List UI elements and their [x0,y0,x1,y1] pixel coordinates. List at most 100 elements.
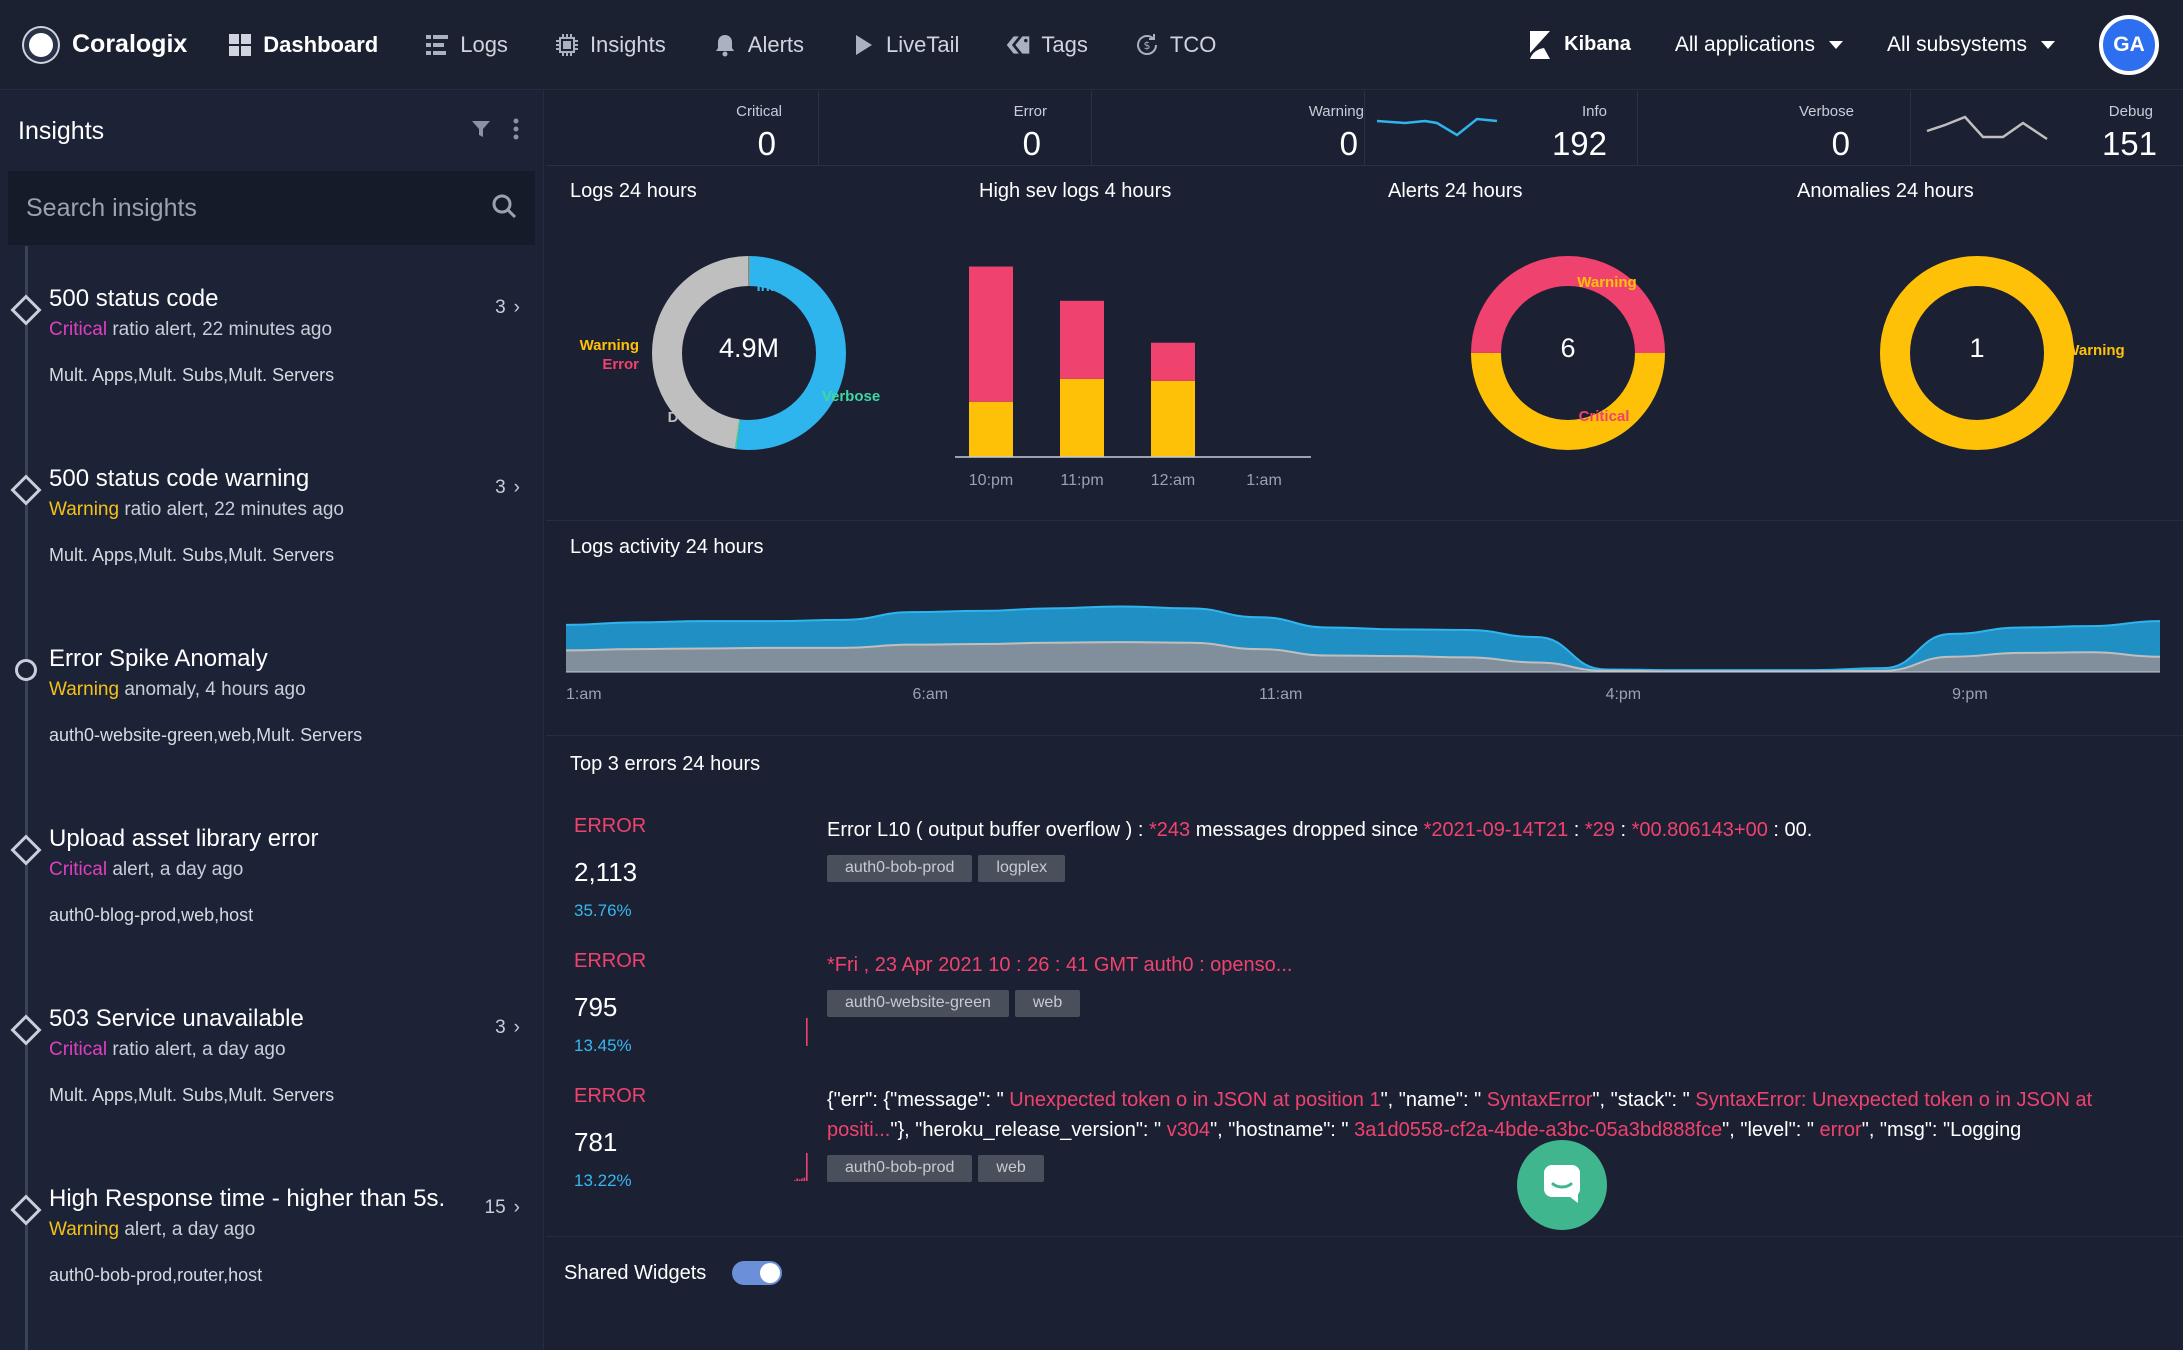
error-entry[interactable]: ERROR 795 13.45% *Fri , 23 Apr 2021 10 :… [546,950,2183,1085]
donut-slice-warning [1880,256,2074,450]
shared-widgets-label: Shared Widgets [564,1262,707,1284]
anomalies-24h-donut-chart[interactable]: 1 Warning [1773,207,2182,507]
applications-dropdown[interactable]: All applications [1675,33,1843,57]
error-message[interactable]: {"err": {"message": " Unexpected token o… [827,1085,2167,1145]
insight-count[interactable]: 3 › [495,297,520,319]
chip-icon [554,32,580,58]
search-icon[interactable] [491,193,517,224]
sparkline-bar [798,1179,801,1181]
alerts-24h-donut-chart[interactable]: 6 Warning Critical [1364,207,1773,507]
x-tick-label: 11:pm [1060,472,1103,489]
nav-alerts[interactable]: Alerts [712,0,804,90]
stat-value: 0 [1022,125,1041,162]
nav-dashboard[interactable]: Dashboard [227,0,378,90]
stat-label: Info [1581,103,1607,120]
error-message[interactable]: Error L10 ( output buffer overflow ) : *… [827,815,2167,845]
tag-chip[interactable]: logplex [978,855,1066,882]
error-label: ERROR [574,1085,647,1107]
kibana-label: Kibana [1564,33,1631,55]
nav-insights[interactable]: Insights [554,0,666,90]
stat-verbose[interactable]: Verbose 0 [1638,91,1911,166]
insight-item[interactable]: Error Spike Anomaly Warning anomaly, 4 h… [0,645,544,815]
severity-label: Warning [49,499,120,520]
stat-warning[interactable]: Warning 0 [1092,91,1365,166]
insight-title: 500 status code [49,285,219,312]
insight-detail: ratio alert, 22 minutes ago [119,499,345,520]
brand[interactable]: Coralogix [24,27,187,62]
error-entry[interactable]: ERROR 781 13.22% {"err": {"message": " U… [546,1085,2183,1220]
insight-title: Error Spike Anomaly [49,645,268,672]
chat-launcher-button[interactable] [1517,1140,1607,1230]
severity-stats-bar: Critical 0 Error 0 Warning 0 Info 192 Ve… [546,91,2183,166]
more-options-icon[interactable] [513,118,519,145]
highlighted-token: *00.806143+00 [1631,819,1768,841]
tag-chip[interactable]: web [978,1155,1044,1182]
chevron-down-icon [2041,40,2055,49]
legend-label-error: Error [602,356,639,373]
error-sparkline [794,1152,808,1181]
stat-label: Verbose [1798,103,1854,120]
insight-count[interactable]: 15 › [485,1197,520,1219]
insight-item[interactable]: High Response time - higher than 5s. War… [0,1185,544,1350]
stat-debug[interactable]: Debug 151 [1911,91,2183,166]
nav-tco[interactable]: $ TCO [1134,0,1216,90]
chevron-right-icon: › [513,1197,520,1218]
play-icon [850,32,876,58]
highlighted-token: *243 [1149,819,1191,841]
error-message[interactable]: *Fri , 23 Apr 2021 10 : 26 : 41 GMT auth… [827,950,2167,980]
top-navbar: Coralogix Dashboard Logs Insights Alerts… [0,0,2183,90]
nav-logs[interactable]: Logs [424,0,508,90]
stat-label: Critical [736,103,782,120]
insights-sidebar: Insights 500 status code Critical ratio … [0,91,544,1350]
sparkline-bar [803,1177,806,1181]
kibana-link[interactable]: Kibana [1528,30,1631,59]
tag-chip[interactable]: auth0-bob-prod [827,1155,973,1182]
insight-count[interactable]: 3 › [495,477,520,499]
insight-item[interactable]: 500 status code Critical ratio alert, 22… [0,285,544,455]
legend-label-verbose: Verbose [822,388,880,405]
error-label: ERROR [574,950,647,972]
filter-icon[interactable] [471,119,491,144]
insight-count[interactable]: 3 › [495,1017,520,1039]
search-input[interactable] [26,193,491,223]
logs-activity-area-chart[interactable]: 1:am 6:am 11:am 4:pm 9:pm [546,572,2183,732]
insight-subtitle: Warning ratio alert, 22 minutes ago [49,499,344,521]
widget-title: Anomalies 24 hours [1797,180,1974,202]
search-box [8,171,535,245]
timeline-line [25,246,28,1350]
tag-chip[interactable]: auth0-bob-prod [827,855,973,882]
stat-info[interactable]: Info 192 [1365,91,1638,166]
tag-chip[interactable]: auth0-website-green [827,990,1009,1017]
nav-label: Insights [589,31,666,57]
avatar[interactable]: GA [2099,14,2159,75]
sparkline-bar [796,1178,798,1181]
logs-24h-donut-chart[interactable]: 4.9M Info Verbose Debug Warning Error [546,207,955,507]
error-tags: auth0-bob-prod logplex [827,855,1066,882]
stat-value: 151 [2101,125,2157,162]
highlighted-token: v304 [1166,1119,1211,1141]
diamond-marker-icon [10,474,42,506]
insight-item[interactable]: 500 status code warning Warning ratio al… [0,465,544,635]
kibana-icon [1528,30,1552,59]
insight-item[interactable]: Upload asset library error Critical aler… [0,825,544,995]
circle-marker-icon [15,659,37,681]
error-entry[interactable]: ERROR 2,113 35.76% Error L10 ( output bu… [546,815,2183,950]
stat-critical[interactable]: Critical 0 [546,91,819,166]
count-value: 3 [495,297,506,318]
x-tick-label: 1:am [1246,472,1282,489]
subsystems-dropdown[interactable]: All subsystems [1887,33,2055,57]
bar-error [1151,342,1195,381]
tag-chip[interactable]: web [1014,990,1081,1017]
coralogix-logo-icon [24,27,58,62]
shared-widgets-toggle[interactable] [732,1261,782,1285]
legend-label-warning: Warning [580,337,639,354]
stat-error[interactable]: Error 0 [819,91,1092,166]
error-sparkline [736,855,816,915]
sparkline-bar [794,1180,796,1181]
highlighted-token: *29 [1584,819,1615,841]
nav-tags[interactable]: Tags [1005,0,1088,90]
donut-center-label: 4.9M [719,333,779,363]
high-sev-bar-chart[interactable]: 10:pm 11:pm 12:am 1:am [955,207,1364,507]
nav-livetail[interactable]: LiveTail [850,0,959,90]
insight-item[interactable]: 503 Service unavailable Critical ratio a… [0,1005,544,1175]
